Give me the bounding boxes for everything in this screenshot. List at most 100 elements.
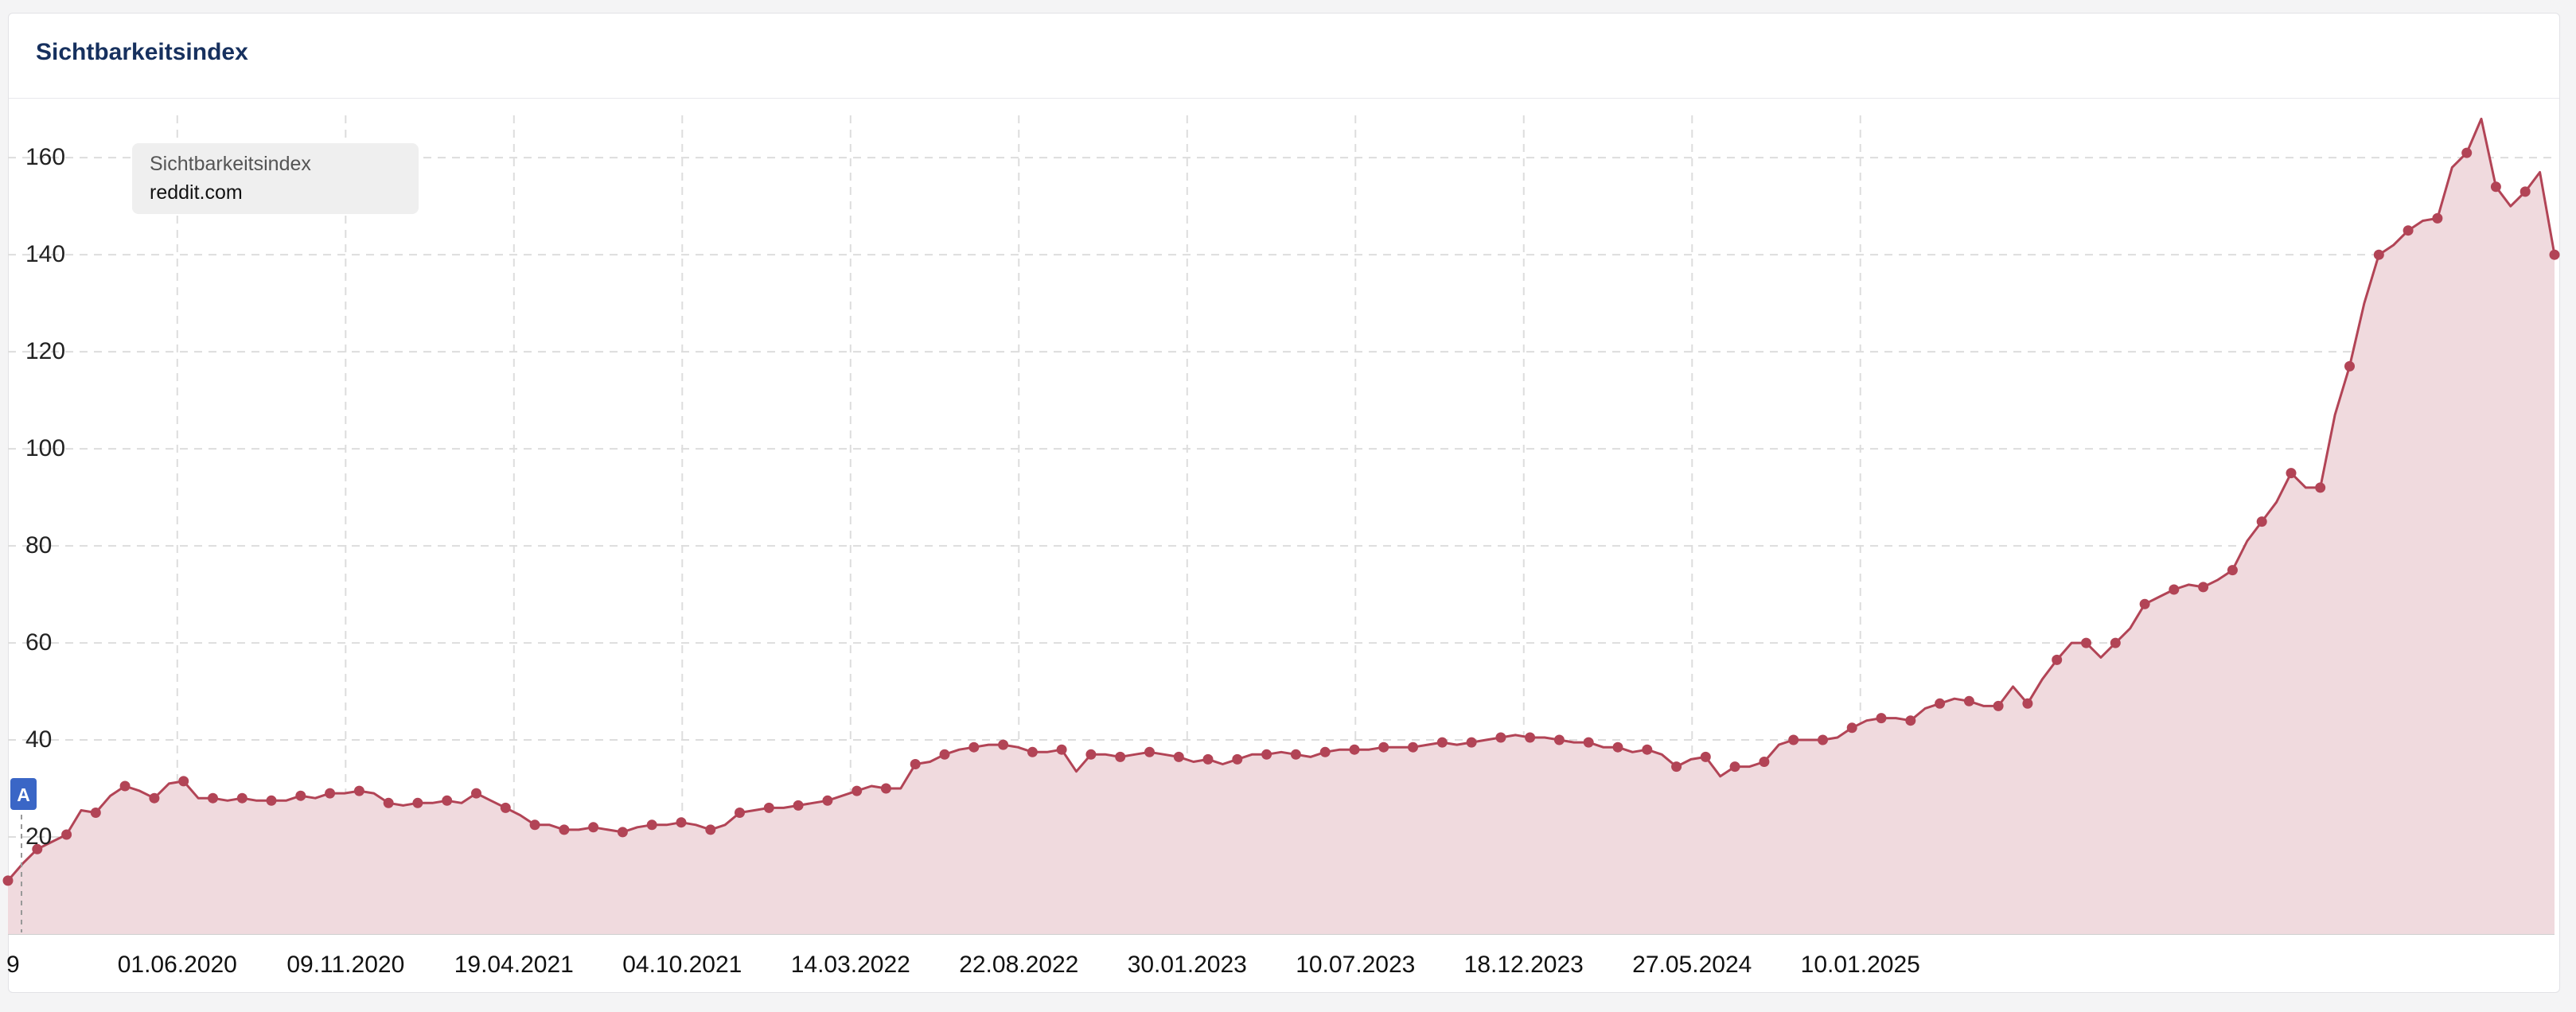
data-point[interactable] (1261, 749, 1272, 760)
data-point[interactable] (676, 817, 687, 828)
data-point[interactable] (1700, 751, 1711, 762)
data-point[interactable] (90, 808, 101, 818)
data-point[interactable] (880, 783, 891, 794)
data-point[interactable] (529, 819, 540, 831)
data-point[interactable] (588, 822, 599, 833)
data-point[interactable] (1818, 734, 1828, 745)
data-point[interactable] (2198, 582, 2209, 593)
data-point[interactable] (1525, 732, 1536, 743)
data-point[interactable] (1993, 700, 2004, 711)
data-point[interactable] (383, 797, 394, 808)
x-tick-label: 01.06.2020 (118, 952, 237, 978)
data-point[interactable] (793, 800, 804, 811)
y-tick-label: 140 (25, 241, 65, 267)
data-point[interactable] (1495, 732, 1506, 743)
data-point[interactable] (1466, 737, 1477, 748)
x-tick-label: 30.01.2023 (1128, 952, 1247, 978)
card-title: Sichtbarkeitsindex (36, 39, 248, 65)
data-point[interactable] (1290, 749, 1301, 760)
data-point[interactable] (2490, 181, 2501, 193)
data-point[interactable] (2519, 186, 2531, 197)
data-point[interactable] (617, 827, 628, 838)
chart-legend: Sichtbarkeitsindex reddit.com (132, 143, 419, 214)
data-point[interactable] (178, 776, 189, 787)
data-point[interactable] (2256, 516, 2267, 527)
data-point[interactable] (1436, 737, 1448, 748)
data-point[interactable] (236, 792, 247, 804)
data-point[interactable] (968, 741, 980, 753)
data-point[interactable] (1612, 741, 1623, 753)
event-marker-a[interactable]: A (10, 778, 37, 932)
data-point[interactable] (1788, 734, 1799, 745)
data-point[interactable] (208, 792, 218, 804)
data-point[interactable] (1671, 761, 1682, 773)
data-point[interactable] (646, 819, 657, 831)
data-point[interactable] (1202, 753, 1214, 765)
data-point[interactable] (2, 875, 14, 886)
data-point[interactable] (1085, 749, 1097, 760)
data-point[interactable] (998, 739, 1009, 750)
data-point[interactable] (1583, 737, 1594, 748)
data-point[interactable] (2227, 565, 2238, 576)
y-tick-label: 100 (25, 435, 65, 461)
data-point[interactable] (1408, 741, 1418, 753)
data-point[interactable] (1056, 744, 1067, 755)
x-tick-label-partial: 9 (6, 952, 20, 978)
data-point[interactable] (1115, 751, 1126, 762)
data-point[interactable] (2286, 468, 2297, 479)
data-point[interactable] (500, 802, 511, 813)
data-point[interactable] (295, 790, 306, 801)
data-point[interactable] (412, 797, 423, 808)
data-point[interactable] (2081, 637, 2091, 648)
data-point[interactable] (939, 749, 950, 760)
data-point[interactable] (2461, 147, 2473, 158)
data-point[interactable] (1876, 713, 1887, 724)
data-point[interactable] (2315, 482, 2326, 493)
data-point[interactable] (763, 802, 774, 813)
data-point[interactable] (2022, 698, 2033, 709)
data-point[interactable] (1173, 751, 1184, 762)
data-point[interactable] (2432, 212, 2443, 224)
event-marker-badge[interactable] (10, 778, 37, 810)
data-point[interactable] (559, 824, 570, 835)
data-point[interactable] (353, 785, 364, 796)
data-point[interactable] (2403, 225, 2414, 236)
data-point[interactable] (735, 808, 745, 818)
data-point[interactable] (822, 795, 833, 806)
data-point[interactable] (2052, 654, 2063, 665)
data-point[interactable] (1378, 741, 1389, 753)
data-point[interactable] (119, 780, 131, 792)
data-point[interactable] (325, 788, 336, 799)
data-point[interactable] (1963, 695, 1974, 706)
data-point[interactable] (2110, 637, 2121, 648)
data-point[interactable] (442, 795, 453, 806)
data-point[interactable] (61, 829, 72, 840)
data-point[interactable] (1846, 722, 1857, 734)
data-point[interactable] (1027, 746, 1038, 757)
data-point[interactable] (2169, 584, 2180, 595)
data-point[interactable] (2373, 249, 2384, 260)
data-point[interactable] (2344, 360, 2355, 372)
data-point[interactable] (1349, 744, 1360, 755)
data-point[interactable] (471, 788, 481, 799)
data-point[interactable] (1935, 698, 1946, 709)
y-tick-label: 20 (25, 823, 52, 850)
legend-series-name: reddit.com (150, 181, 243, 204)
data-point[interactable] (1759, 757, 1770, 767)
data-point[interactable] (1729, 761, 1740, 773)
data-point[interactable] (32, 843, 43, 854)
data-point[interactable] (2139, 598, 2150, 609)
data-point[interactable] (1642, 744, 1653, 755)
data-point[interactable] (1905, 715, 1916, 726)
data-point[interactable] (1319, 746, 1331, 757)
card-header: Sichtbarkeitsindex (9, 14, 2559, 99)
data-point[interactable] (852, 785, 863, 796)
data-point[interactable] (2549, 249, 2560, 260)
data-point[interactable] (1553, 734, 1565, 745)
data-point[interactable] (266, 795, 277, 806)
data-point[interactable] (1232, 753, 1243, 765)
data-point[interactable] (1144, 746, 1155, 757)
data-point[interactable] (149, 792, 160, 804)
data-point[interactable] (910, 759, 921, 769)
data-point[interactable] (705, 824, 716, 835)
